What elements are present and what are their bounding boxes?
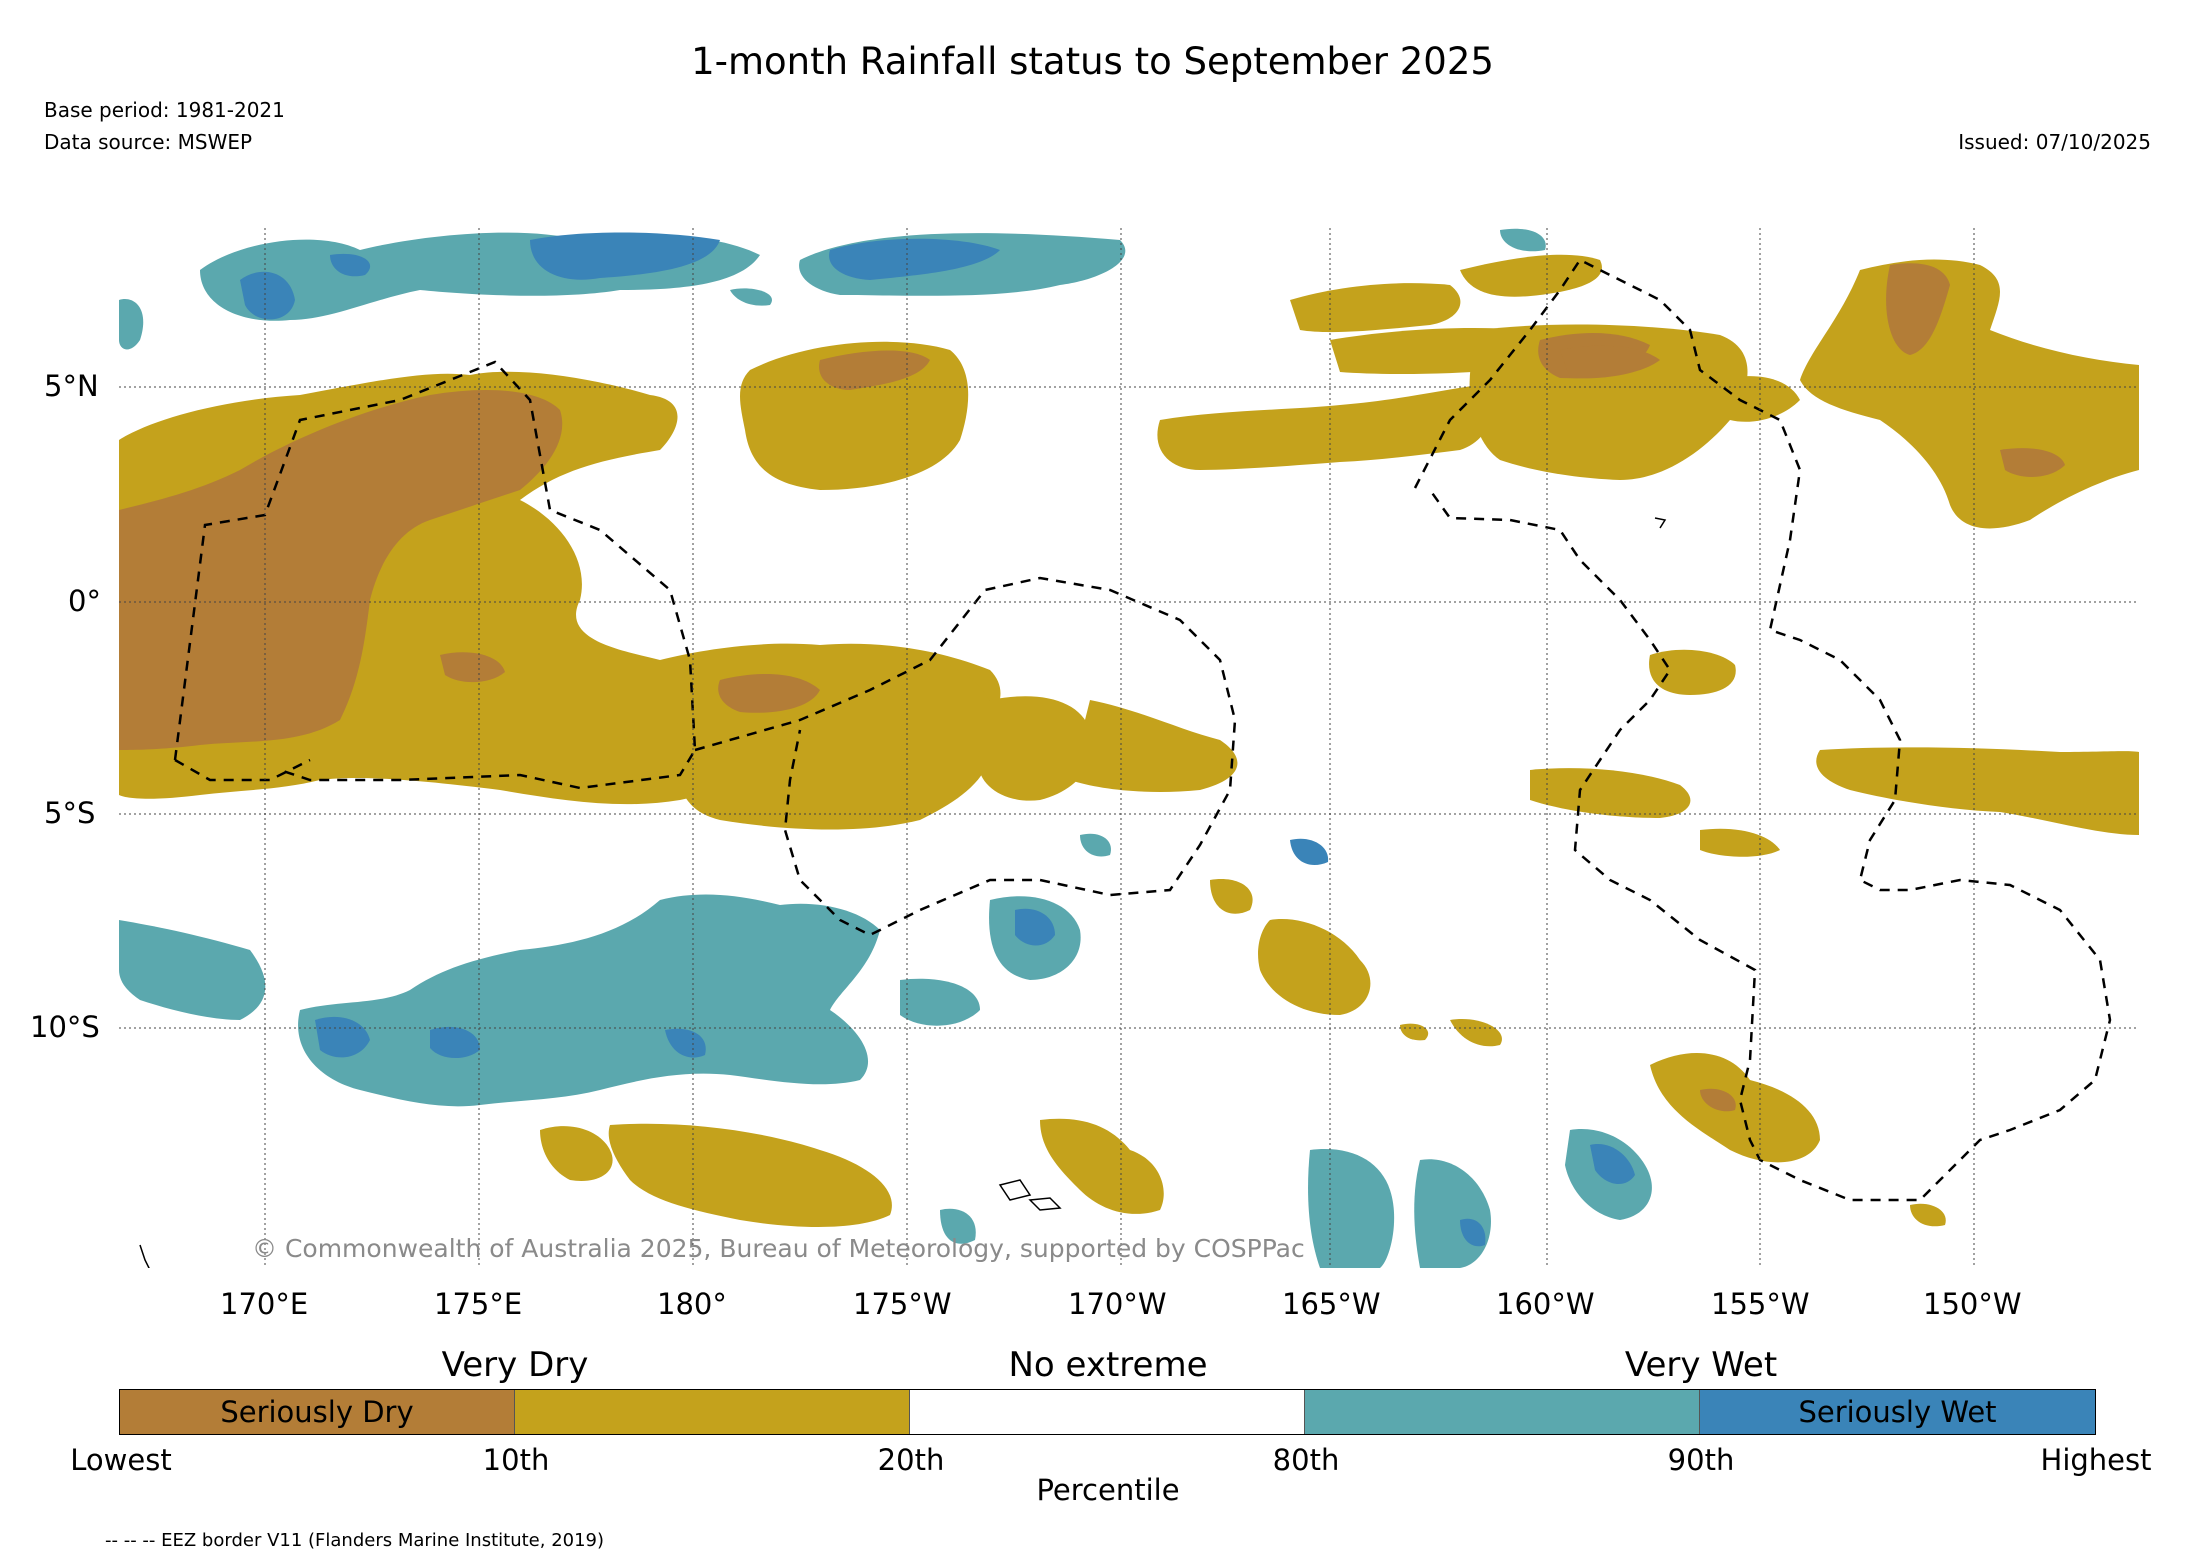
lon-label-180: 180° <box>657 1287 727 1321</box>
legend-category-no-extreme: No extreme <box>1008 1345 1208 1385</box>
lon-label-155w: 155°W <box>1711 1287 1810 1321</box>
copyright-notice: © Commonwealth of Australia 2025, Bureau… <box>252 1234 1305 1263</box>
legend-axis-title: Percentile <box>1036 1473 1180 1507</box>
map-title: 1-month Rainfall status to September 202… <box>691 40 1494 83</box>
legend-tick-80th: 80th <box>1272 1443 1340 1477</box>
lon-label-170w: 170°W <box>1068 1287 1167 1321</box>
lat-label-5s: 5°S <box>44 796 96 830</box>
legend-tick-10th: 10th <box>482 1443 550 1477</box>
seriously-wet-south-region <box>315 838 1635 1247</box>
legend-segment-very-dry <box>515 1390 910 1434</box>
seriously-dry-region <box>119 263 2065 1112</box>
lon-label-170e: 170°E <box>220 1287 309 1321</box>
eez-footnote: -- -- -- EEZ border V11 (Flanders Marine… <box>105 1530 605 1551</box>
lon-label-165w: 165°W <box>1282 1287 1381 1321</box>
eez-border-lines <box>173 258 2112 1202</box>
legend-seriously-wet-label: Seriously Wet <box>1798 1395 1997 1429</box>
map-gridlines <box>119 228 2139 1268</box>
legend-segment-seriously-wet: Seriously Wet <box>1700 1390 2095 1434</box>
legend-segment-very-wet <box>1305 1390 1700 1434</box>
legend-tick-highest: Highest <box>2040 1443 2152 1477</box>
data-source: Data source: MSWEP <box>44 130 253 154</box>
legend-category-very-wet: Very Wet <box>1624 1345 1778 1385</box>
legend-category-very-dry: Very Dry <box>441 1345 589 1385</box>
legend-seriously-dry-label: Seriously Dry <box>220 1395 414 1429</box>
lat-label-0: 0° <box>68 584 101 618</box>
island-outlines <box>139 517 1667 1268</box>
legend-tick-90th: 90th <box>1667 1443 1735 1477</box>
legend-tick-20th: 20th <box>877 1443 945 1477</box>
legend-segment-seriously-dry: Seriously Dry <box>120 1390 515 1434</box>
seriously-wet-region <box>240 232 1000 320</box>
legend-colorbar: Seriously Dry Seriously Wet <box>119 1389 2096 1435</box>
lon-label-175e: 175°E <box>434 1287 523 1321</box>
lon-label-150w: 150°W <box>1923 1287 2022 1321</box>
lat-label-10s: 10°S <box>30 1010 100 1044</box>
lat-label-5n: 5°N <box>44 369 99 403</box>
legend-tick-lowest: Lowest <box>70 1443 172 1477</box>
issued-date: Issued: 07/10/2025 <box>1958 130 2151 154</box>
base-period: Base period: 1981-2021 <box>44 98 285 122</box>
legend-segment-no-extreme <box>910 1390 1305 1434</box>
lon-label-175w: 175°W <box>853 1287 952 1321</box>
lon-label-160w: 160°W <box>1496 1287 1595 1321</box>
